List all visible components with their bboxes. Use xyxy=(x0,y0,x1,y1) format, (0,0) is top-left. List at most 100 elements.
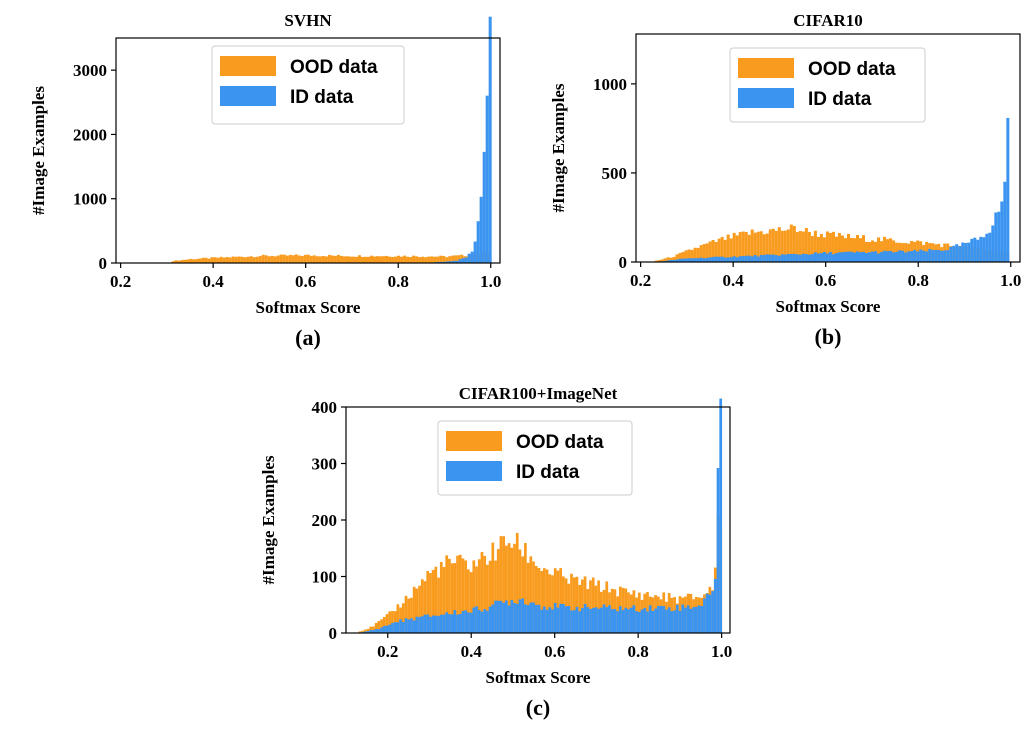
bar-ood-data xyxy=(708,241,712,262)
bar-ood-data xyxy=(273,256,277,263)
bar-id-data xyxy=(795,254,799,262)
bar-ood-data xyxy=(810,236,814,262)
x-tick-label: 1.0 xyxy=(480,272,501,291)
bar-id-data xyxy=(678,610,682,633)
bar-id-data xyxy=(458,613,462,633)
bar-ood-data xyxy=(264,255,268,263)
bar-ood-data xyxy=(342,256,346,263)
bar-id-data xyxy=(659,605,663,633)
bar-ood-data xyxy=(366,628,370,633)
bar-id-data xyxy=(613,609,617,633)
bar-ood-data xyxy=(461,558,465,633)
bar-id-data xyxy=(507,605,511,633)
bar-ood-data xyxy=(510,547,514,633)
bar-ood-data xyxy=(385,255,389,263)
bar-ood-data xyxy=(467,569,470,633)
bar-ood-data xyxy=(312,255,316,263)
bar-id-data xyxy=(450,614,454,633)
bar-id-data xyxy=(774,255,778,262)
bar-id-data xyxy=(537,604,541,633)
bar-ood-data xyxy=(186,259,190,263)
bar-ood-data xyxy=(228,257,232,263)
bar-id-data xyxy=(713,578,717,633)
x-tick-label: 0.4 xyxy=(203,272,225,291)
bar-id-data xyxy=(765,254,769,262)
bar-ood-data xyxy=(765,233,769,262)
y-tick-label: 2000 xyxy=(73,125,107,144)
y-axis-label: #Image Examples xyxy=(549,83,568,212)
bar-id-data xyxy=(591,607,595,633)
bar-ood-data xyxy=(382,616,386,633)
bar-id-data xyxy=(437,615,440,633)
bars-group xyxy=(358,398,723,633)
chart-panel-cifar10: CIFAR10 0.2 0.4 0.6 0.8 1.0 0 500 1000 Softmax Sc… xyxy=(520,0,1026,360)
bar-ood-data xyxy=(669,257,673,262)
bar-ood-data xyxy=(496,549,500,633)
bar-id-data xyxy=(780,254,784,262)
bar-ood-data xyxy=(231,256,235,263)
bar-id-data xyxy=(958,246,962,262)
bar-id-data xyxy=(741,256,745,262)
y-tick-label: 3000 xyxy=(73,61,107,80)
bar-id-data xyxy=(703,598,706,633)
bar-id-data xyxy=(540,609,544,633)
bar-id-data xyxy=(385,625,389,633)
bar-id-data xyxy=(621,610,625,633)
bar-ood-data xyxy=(597,580,600,633)
bar-id-data xyxy=(690,258,694,262)
bar-ood-data xyxy=(735,235,739,262)
chart-panel-svhn: SVHN 0.2 0.4 0.6 0.8 1.0 0 1000 2000 3000 Softmax … xyxy=(0,0,520,360)
bar-ood-data xyxy=(816,236,820,262)
legend-swatch xyxy=(220,86,276,106)
bar-id-data xyxy=(828,251,832,262)
bar-ood-data xyxy=(711,239,715,262)
bar-ood-data xyxy=(886,239,890,262)
bar-ood-data xyxy=(813,230,817,262)
bar-ood-data xyxy=(451,255,455,263)
bar-ood-data xyxy=(404,595,408,633)
bar-id-data xyxy=(689,608,693,633)
bar-id-data xyxy=(426,614,430,633)
bar-ood-data xyxy=(430,256,434,263)
bar-ood-data xyxy=(693,247,697,262)
x-tick-label: 0.8 xyxy=(908,271,929,290)
bar-id-data xyxy=(747,255,751,262)
bar-ood-data xyxy=(431,569,435,633)
bar-ood-data xyxy=(261,254,265,263)
bar-ood-data xyxy=(439,562,443,633)
bar-id-data xyxy=(580,608,584,633)
bar-id-data xyxy=(605,607,609,633)
bar-id-data xyxy=(771,254,775,262)
bar-ood-data xyxy=(666,257,670,262)
bar-id-data xyxy=(434,615,438,633)
bar-id-data xyxy=(418,616,421,633)
bar-id-data xyxy=(949,246,953,262)
bar-id-data xyxy=(510,600,514,633)
bar-ood-data xyxy=(426,571,430,633)
bar-id-data xyxy=(943,250,947,262)
bar-ood-data xyxy=(858,238,863,262)
bar-id-data xyxy=(843,251,847,262)
bar-ood-data xyxy=(412,255,416,263)
bar-ood-data xyxy=(892,240,896,262)
bar-ood-data xyxy=(846,233,850,262)
bar-id-data xyxy=(910,251,914,262)
legend-swatch xyxy=(738,58,794,78)
bar-id-data xyxy=(599,607,603,633)
bar-ood-data xyxy=(702,244,706,262)
bar-id-data xyxy=(423,614,427,633)
bar-id-data xyxy=(681,604,685,633)
bar-id-data xyxy=(662,606,666,633)
bar-ood-data xyxy=(690,249,694,262)
bar-id-data xyxy=(982,237,986,262)
bar-ood-data xyxy=(825,231,829,262)
bar-id-data xyxy=(792,253,796,262)
plot-frame xyxy=(115,37,501,264)
x-axis-label: Softmax Score xyxy=(776,297,881,316)
bar-id-data xyxy=(382,625,386,633)
bar-id-data xyxy=(837,252,841,262)
bar-ood-data xyxy=(450,563,454,633)
chart-svg-svhn: SVHN 0.2 0.4 0.6 0.8 1.0 0 1000 2000 3000 Softmax … xyxy=(29,11,501,350)
bar-id-data xyxy=(904,252,908,262)
bar-ood-data xyxy=(396,604,400,633)
